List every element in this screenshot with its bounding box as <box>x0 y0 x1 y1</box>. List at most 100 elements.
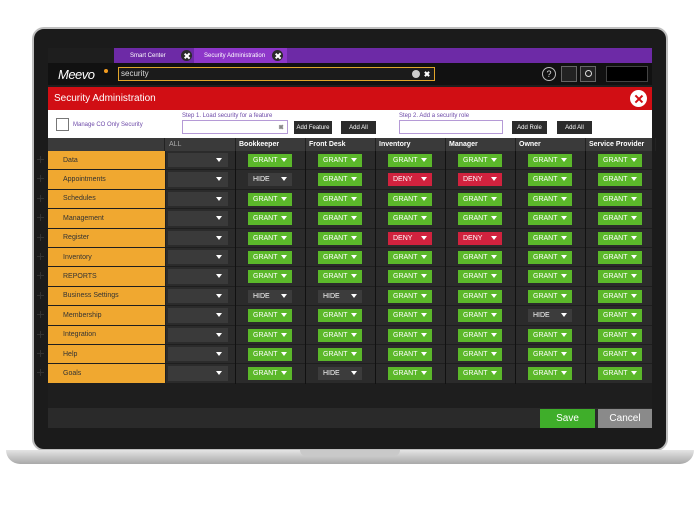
permission-dropdown[interactable]: GRANT <box>458 367 502 381</box>
feature-cell[interactable]: Management <box>37 209 165 228</box>
permission-dropdown[interactable]: GRANT <box>248 212 292 226</box>
permission-dropdown[interactable]: GRANT <box>388 154 432 167</box>
permission-dropdown[interactable]: GRANT <box>388 309 432 323</box>
permission-dropdown[interactable]: DENY <box>388 231 432 245</box>
permission-dropdown[interactable]: HIDE <box>318 367 362 381</box>
feature-cell[interactable]: Help <box>37 345 165 364</box>
permission-dropdown[interactable]: GRANT <box>598 212 642 226</box>
permission-dropdown[interactable]: GRANT <box>528 154 572 167</box>
permission-dropdown[interactable]: GRANT <box>598 328 642 342</box>
logo[interactable]: Meevo <box>58 66 95 82</box>
all-dropdown[interactable] <box>168 211 228 226</box>
feature-input[interactable] <box>182 120 288 134</box>
feature-cell[interactable]: Appointments <box>37 170 165 189</box>
expand-icon[interactable] <box>37 369 44 377</box>
button[interactable]: Add Feature <box>294 121 332 134</box>
permission-dropdown[interactable]: GRANT <box>598 367 642 381</box>
all-dropdown[interactable] <box>168 153 228 168</box>
permission-dropdown[interactable]: GRANT <box>598 348 642 361</box>
all-dropdown[interactable] <box>168 269 228 284</box>
permission-dropdown[interactable]: GRANT <box>318 154 362 167</box>
all-dropdown[interactable] <box>168 327 228 342</box>
permission-dropdown[interactable]: GRANT <box>248 367 292 381</box>
permission-dropdown[interactable]: GRANT <box>318 309 362 323</box>
permission-dropdown[interactable]: GRANT <box>598 270 642 284</box>
role-input[interactable] <box>399 120 503 134</box>
permission-dropdown[interactable]: GRANT <box>388 212 432 226</box>
clear-search[interactable] <box>422 69 432 79</box>
expand-icon[interactable] <box>37 330 44 338</box>
permission-dropdown[interactable]: GRANT <box>598 154 642 167</box>
feature-cell[interactable]: Membership <box>37 306 165 325</box>
all-dropdown[interactable] <box>168 308 228 323</box>
feature-cell[interactable]: Register <box>37 228 165 247</box>
permission-dropdown[interactable]: GRANT <box>528 251 572 264</box>
permission-dropdown[interactable]: GRANT <box>318 231 362 245</box>
expand-icon[interactable] <box>37 175 44 183</box>
button[interactable]: Add All <box>341 121 376 134</box>
permission-dropdown[interactable]: GRANT <box>388 367 432 381</box>
all-dropdown[interactable] <box>168 366 228 381</box>
close-button[interactable] <box>630 90 647 107</box>
permission-dropdown[interactable]: GRANT <box>528 328 572 342</box>
search-text[interactable]: security <box>121 69 149 78</box>
permission-dropdown[interactable]: GRANT <box>598 231 642 245</box>
all-dropdown[interactable] <box>168 250 228 265</box>
permission-dropdown[interactable]: GRANT <box>318 192 362 206</box>
user-icon[interactable] <box>561 66 577 82</box>
checkbox[interactable] <box>56 118 69 131</box>
permission-dropdown[interactable]: GRANT <box>458 348 502 361</box>
permission-dropdown[interactable]: GRANT <box>598 289 642 303</box>
permission-dropdown[interactable]: GRANT <box>248 231 292 245</box>
permission-dropdown[interactable]: GRANT <box>528 367 572 381</box>
permission-dropdown[interactable]: DENY <box>458 231 502 245</box>
permission-dropdown[interactable]: GRANT <box>318 270 362 284</box>
permission-dropdown[interactable]: GRANT <box>528 173 572 187</box>
permission-dropdown[interactable]: GRANT <box>458 251 502 264</box>
expand-icon[interactable] <box>37 291 44 299</box>
all-dropdown[interactable] <box>168 288 228 304</box>
checkbox-label[interactable]: Manage CO Only Security <box>73 121 143 128</box>
all-dropdown[interactable] <box>168 191 228 207</box>
permission-dropdown[interactable]: GRANT <box>458 154 502 167</box>
clear-input[interactable] <box>277 123 285 131</box>
permission-dropdown[interactable]: GRANT <box>318 348 362 361</box>
permission-dropdown[interactable]: GRANT <box>388 328 432 342</box>
permission-dropdown[interactable]: GRANT <box>528 270 572 284</box>
save-button[interactable]: Save <box>540 409 595 428</box>
feature-cell[interactable]: Data <box>37 151 165 170</box>
permission-dropdown[interactable]: GRANT <box>248 309 292 323</box>
info-icon[interactable] <box>412 70 420 78</box>
feature-cell[interactable]: REPORTS <box>37 267 165 286</box>
permission-dropdown[interactable]: GRANT <box>388 289 432 303</box>
expand-icon[interactable] <box>37 233 44 241</box>
permission-dropdown[interactable]: GRANT <box>248 251 292 264</box>
expand-icon[interactable] <box>37 156 44 163</box>
button[interactable]: Add All <box>557 121 592 134</box>
all-dropdown[interactable] <box>168 347 228 362</box>
feature-cell[interactable]: Integration <box>37 325 165 344</box>
permission-dropdown[interactable]: GRANT <box>458 192 502 206</box>
permission-dropdown[interactable]: GRANT <box>248 154 292 167</box>
all-dropdown[interactable] <box>168 172 228 187</box>
permission-dropdown[interactable]: GRANT <box>318 251 362 264</box>
permission-dropdown[interactable]: DENY <box>388 173 432 187</box>
permission-dropdown[interactable]: GRANT <box>318 328 362 342</box>
feature-cell[interactable]: Inventory <box>37 248 165 267</box>
permission-dropdown[interactable]: HIDE <box>318 289 362 303</box>
permission-dropdown[interactable]: GRANT <box>528 231 572 245</box>
permission-dropdown[interactable]: GRANT <box>248 270 292 284</box>
expand-icon[interactable] <box>37 272 44 280</box>
feature-cell[interactable]: Schedules <box>37 189 165 209</box>
permission-dropdown[interactable]: GRANT <box>458 328 502 342</box>
tab-close[interactable] <box>181 50 192 61</box>
feature-cell[interactable]: Goals <box>37 364 165 383</box>
expand-icon[interactable] <box>37 194 44 202</box>
permission-dropdown[interactable]: GRANT <box>598 192 642 206</box>
permission-dropdown[interactable]: GRANT <box>318 212 362 226</box>
permission-dropdown[interactable]: GRANT <box>458 309 502 323</box>
feature-cell[interactable]: Business Settings <box>37 286 165 306</box>
expand-icon[interactable] <box>37 311 44 319</box>
permission-dropdown[interactable]: HIDE <box>248 173 292 187</box>
tab[interactable]: Security Administration <box>204 52 266 59</box>
